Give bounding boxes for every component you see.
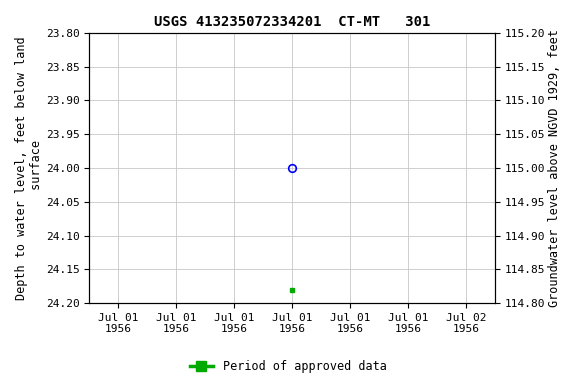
Y-axis label: Depth to water level, feet below land
 surface: Depth to water level, feet below land su… [15,36,43,300]
Title: USGS 413235072334201  CT-MT   301: USGS 413235072334201 CT-MT 301 [154,15,430,29]
Legend: Period of approved data: Period of approved data [185,356,391,378]
Y-axis label: Groundwater level above NGVD 1929, feet: Groundwater level above NGVD 1929, feet [548,29,561,307]
